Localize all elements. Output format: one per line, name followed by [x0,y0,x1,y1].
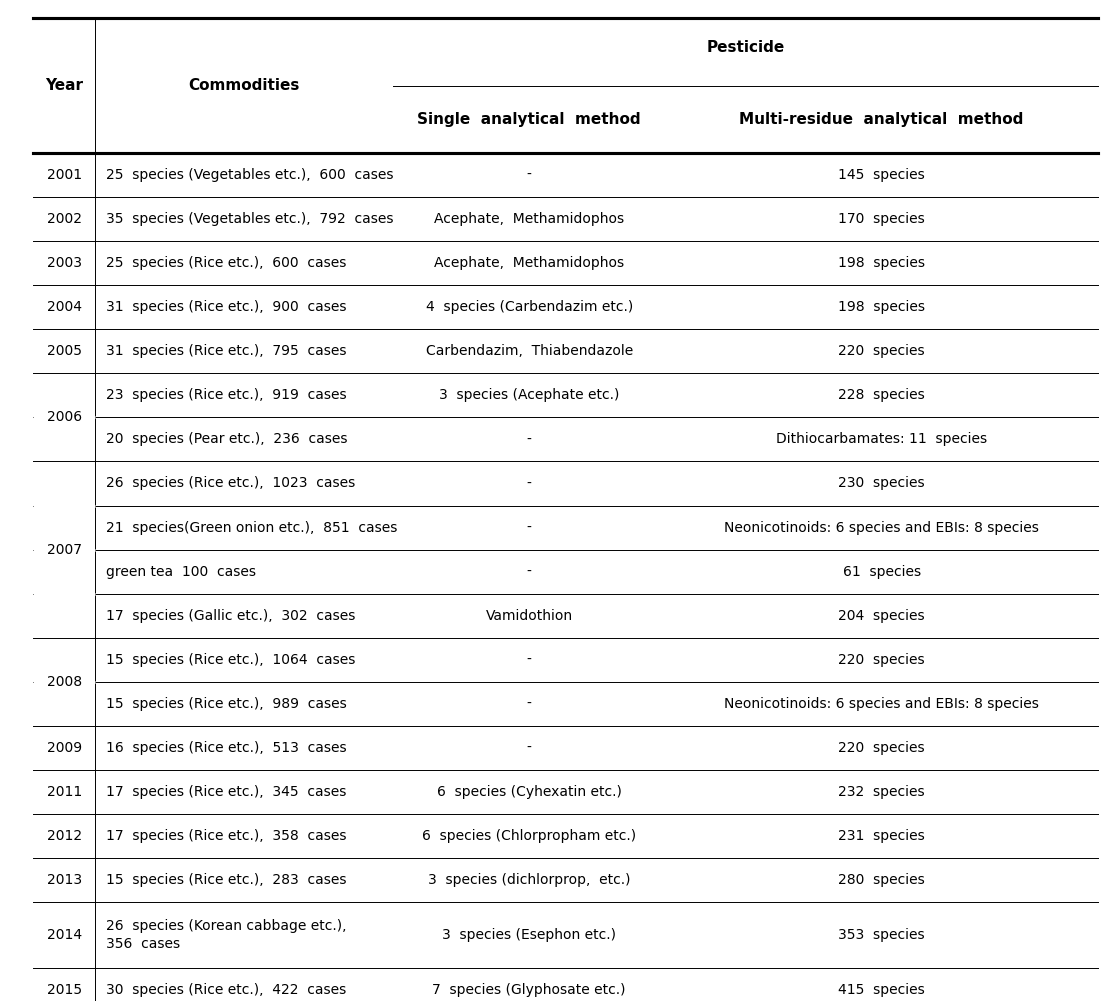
Text: Neonicotinoids: 6 species and EBIs: 8 species: Neonicotinoids: 6 species and EBIs: 8 sp… [724,521,1039,535]
Text: Acephate,  Methamidophos: Acephate, Methamidophos [434,256,624,270]
Text: 2008: 2008 [47,675,81,689]
Text: 23  species (Rice etc.),  919  cases: 23 species (Rice etc.), 919 cases [106,388,347,402]
Text: 2005: 2005 [47,344,81,358]
Text: 3  species (Esephon etc.): 3 species (Esephon etc.) [443,928,617,942]
Text: -: - [526,741,532,755]
Text: 31  species (Rice etc.),  795  cases: 31 species (Rice etc.), 795 cases [106,344,347,358]
Text: 61  species: 61 species [843,565,921,579]
Text: 2014: 2014 [47,928,81,942]
Text: Acephate,  Methamidophos: Acephate, Methamidophos [434,212,624,226]
Text: -: - [526,432,532,446]
Text: 17  species (Rice etc.),  345  cases: 17 species (Rice etc.), 345 cases [106,785,347,799]
Text: 353  species: 353 species [838,928,925,942]
Text: 2015: 2015 [47,983,81,997]
Text: 26  species (Rice etc.),  1023  cases: 26 species (Rice etc.), 1023 cases [106,476,356,490]
Text: 26  species (Korean cabbage etc.),
356  cases: 26 species (Korean cabbage etc.), 356 ca… [106,919,347,951]
Text: 220  species: 220 species [838,653,925,667]
Text: Carbendazim,  Thiabendazole: Carbendazim, Thiabendazole [426,344,632,358]
Text: 170  species: 170 species [838,212,925,226]
Text: 25  species (Rice etc.),  600  cases: 25 species (Rice etc.), 600 cases [106,256,347,270]
Text: -: - [526,653,532,667]
Text: 2006: 2006 [47,410,81,424]
Text: 204  species: 204 species [838,609,925,623]
Text: 16  species (Rice etc.),  513  cases: 16 species (Rice etc.), 513 cases [106,741,347,755]
Text: 220  species: 220 species [838,344,925,358]
Text: 280  species: 280 species [838,873,925,887]
Text: -: - [526,565,532,579]
Text: 30  species (Rice etc.),  422  cases: 30 species (Rice etc.), 422 cases [106,983,347,997]
Text: 20  species (Pear etc.),  236  cases: 20 species (Pear etc.), 236 cases [106,432,348,446]
Text: 2004: 2004 [47,300,81,314]
Text: 7  species (Glyphosate etc.): 7 species (Glyphosate etc.) [433,983,626,997]
Text: 228  species: 228 species [838,388,925,402]
Text: Pesticide: Pesticide [707,40,785,55]
Text: 25  species (Vegetables etc.),  600  cases: 25 species (Vegetables etc.), 600 cases [106,168,394,182]
Text: Single  analytical  method: Single analytical method [417,112,641,127]
Text: 220  species: 220 species [838,741,925,755]
Text: -: - [526,168,532,182]
Text: 6  species (Chlorpropham etc.): 6 species (Chlorpropham etc.) [423,829,637,843]
Text: 15  species (Rice etc.),  989  cases: 15 species (Rice etc.), 989 cases [106,697,347,711]
Text: 232  species: 232 species [838,785,925,799]
Text: 2012: 2012 [47,829,81,843]
Text: 15  species (Rice etc.),  283  cases: 15 species (Rice etc.), 283 cases [106,873,347,887]
Text: 2009: 2009 [47,741,81,755]
Text: 17  species (Gallic etc.),  302  cases: 17 species (Gallic etc.), 302 cases [106,609,356,623]
Text: 3  species (dichlorprop,  etc.): 3 species (dichlorprop, etc.) [428,873,630,887]
Text: 2007: 2007 [47,543,81,557]
Text: 230  species: 230 species [838,476,925,490]
Text: Commodities: Commodities [188,78,300,93]
Text: 198  species: 198 species [838,256,925,270]
Text: 145  species: 145 species [838,168,925,182]
Text: green tea  100  cases: green tea 100 cases [106,565,256,579]
Text: -: - [526,697,532,711]
Text: 2013: 2013 [47,873,81,887]
Text: 17  species (Rice etc.),  358  cases: 17 species (Rice etc.), 358 cases [106,829,347,843]
Text: 2001: 2001 [47,168,81,182]
Text: 4  species (Carbendazim etc.): 4 species (Carbendazim etc.) [426,300,632,314]
Text: 15  species (Rice etc.),  1064  cases: 15 species (Rice etc.), 1064 cases [106,653,356,667]
Text: Neonicotinoids: 6 species and EBIs: 8 species: Neonicotinoids: 6 species and EBIs: 8 sp… [724,697,1039,711]
Text: Year: Year [46,78,84,93]
Text: 6  species (Cyhexatin etc.): 6 species (Cyhexatin etc.) [437,785,621,799]
Text: 2002: 2002 [47,212,81,226]
Text: 31  species (Rice etc.),  900  cases: 31 species (Rice etc.), 900 cases [106,300,347,314]
Text: 21  species(Green onion etc.),  851  cases: 21 species(Green onion etc.), 851 cases [106,521,398,535]
Text: 35  species (Vegetables etc.),  792  cases: 35 species (Vegetables etc.), 792 cases [106,212,394,226]
Text: 2003: 2003 [47,256,81,270]
Text: Vamidothion: Vamidothion [485,609,573,623]
Text: 415  species: 415 species [838,983,925,997]
Text: Multi-residue  analytical  method: Multi-residue analytical method [739,112,1024,127]
Text: Dithiocarbamates: 11  species: Dithiocarbamates: 11 species [776,432,987,446]
Text: 231  species: 231 species [838,829,925,843]
Text: 3  species (Acephate etc.): 3 species (Acephate etc.) [439,388,619,402]
Text: 2011: 2011 [47,785,83,799]
Text: -: - [526,476,532,490]
Text: -: - [526,521,532,535]
Text: 198  species: 198 species [838,300,925,314]
